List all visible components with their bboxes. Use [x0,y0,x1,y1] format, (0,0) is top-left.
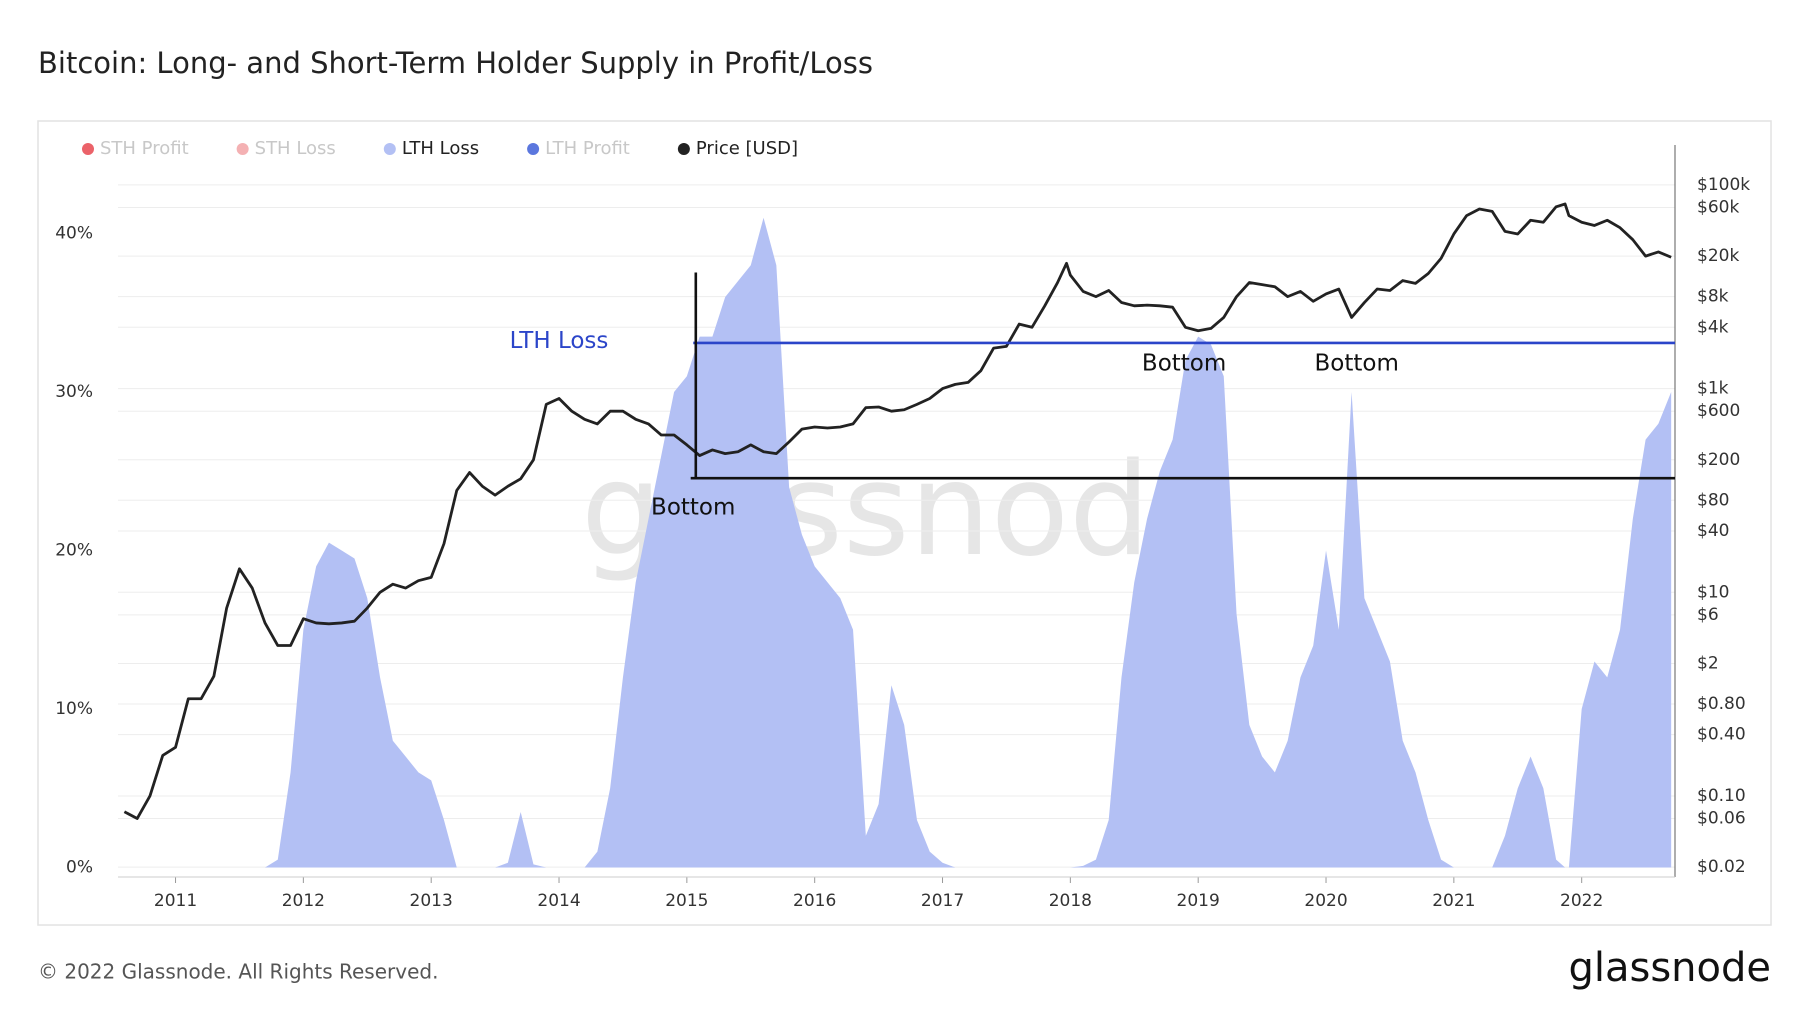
x-tick-label: 2019 [1177,891,1220,911]
logo: glassnode [1568,945,1771,991]
annotation: Bottom [1315,350,1399,376]
legend-label: STH Profit [100,138,189,159]
x-tick-label: 2012 [282,891,325,911]
legend-label: LTH Profit [545,138,630,159]
chart-frame [37,120,1772,926]
y-tick-label: 30% [55,382,93,402]
x-tick-label: 2017 [921,891,964,911]
legend-dot [527,143,540,155]
y2-tick-label: $100k [1697,175,1750,195]
x-tick-label: 2016 [793,891,836,911]
y2-tick-label: $2 [1697,653,1719,673]
y2-tick-label: $8k [1697,287,1729,307]
x-tick-label: 2020 [1304,891,1347,911]
annotation: LTH Loss [510,328,609,354]
y2-tick-label: $40 [1697,521,1729,541]
y2-tick-label: $6 [1697,605,1719,625]
legend-dot [82,143,94,155]
y-tick-label: 10% [55,699,93,719]
legend-label: LTH Loss [402,138,479,159]
y2-tick-label: $600 [1697,401,1740,421]
legend-label: Price [USD] [696,138,798,159]
x-tick-label: 2015 [665,891,708,911]
x-tick-label: 2014 [537,891,580,911]
y2-tick-label: $0.40 [1697,725,1746,745]
y2-tick-label: $0.80 [1697,694,1746,714]
y2-tick-label: $1k [1697,379,1729,399]
legend-dot [383,143,396,155]
y-tick-label: 0% [66,857,93,877]
annotation: Bottom [1142,350,1226,376]
y2-tick-label: $0.06 [1697,809,1746,829]
y-tick-label: 20% [55,541,93,561]
y2-tick-label: $200 [1697,450,1740,470]
x-tick-label: 2022 [1560,891,1603,911]
y2-tick-label: $0.02 [1697,857,1746,877]
x-tick-label: 2013 [410,891,453,911]
annotation: Bottom [651,495,735,521]
y2-tick-label: $20k [1697,246,1739,266]
legend-dot [677,143,690,155]
x-tick-label: 2021 [1432,891,1475,911]
x-tick-label: 2018 [1049,891,1092,911]
price-line [123,202,1672,820]
legend-label: STH Loss [255,138,336,159]
legend-dot [236,143,249,155]
y2-tick-label: $80 [1697,490,1729,510]
x-tick-label: 2011 [154,891,197,911]
y2-tick-label: $0.10 [1697,786,1746,806]
y-tick-label: 40% [55,224,93,244]
y2-tick-label: $4k [1697,317,1729,337]
y2-tick-label: $60k [1697,198,1739,218]
area [124,217,1672,868]
chart-title: Bitcoin: Long- and Short-Term Holder Sup… [38,46,873,80]
y2-tick-label: $10 [1697,582,1729,602]
footer: © 2022 Glassnode. All Rights Reserved. [38,960,438,984]
